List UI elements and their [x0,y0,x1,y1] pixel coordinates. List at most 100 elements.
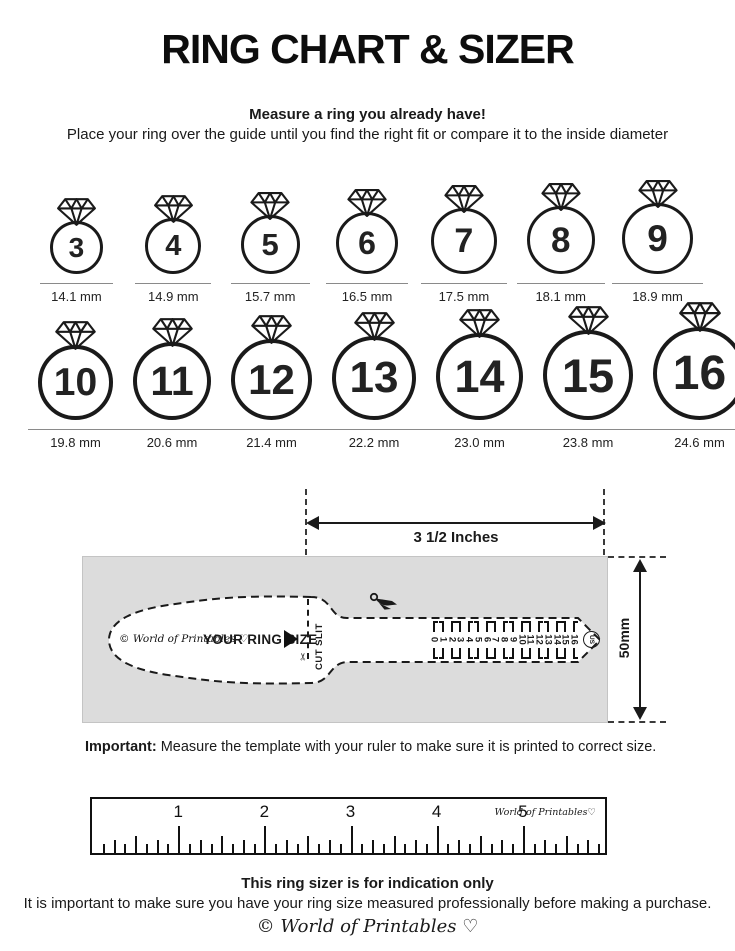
page-title: RING CHART & SIZER [161,26,575,72]
ruler-tick [285,840,288,853]
important-note: Important: Measure the template with you… [85,739,656,755]
ring-icon: 3 [49,174,103,274]
ruler-inch-number: 2 [259,802,270,821]
dimension-guide-line-bottom [608,721,666,723]
ruler-tick [135,836,138,853]
ring-icon: 5 [240,174,300,274]
gauge-tick-top [433,621,438,632]
diamond-icon [353,312,395,341]
ruler-tick [522,826,525,853]
ring-diameter-label: 14.1 mm [51,289,102,304]
ring-icon: 11 [133,298,211,420]
ring-icon: 13 [332,298,416,420]
footer-heading: This ring sizer is for indication only [241,875,494,892]
diamond-icon [151,318,193,347]
verification-ruler: World of Printables♡ 1 2 3 4 5 [90,797,607,855]
ring-icon: 14 [436,298,523,420]
ring-diameter-label: 23.8 mm [562,435,614,450]
ring-size-8: 8 18.1 mm [512,174,609,304]
ring-underline [322,429,426,430]
ruler-tick [425,844,428,853]
diamond-icon [251,315,292,344]
ring-icon: 6 [336,174,398,274]
ruler-tick [544,840,547,853]
cut-slit-line [307,599,309,659]
gauge-tick-top [526,621,532,632]
gauge-tick-bottom [543,648,549,659]
ring-underline [39,283,113,284]
dimension-guide-line-top [608,556,666,558]
ruler-tick [188,844,191,853]
ruler-tick [468,844,471,853]
gauge-tick-top [438,621,444,632]
gauge-tick-top [538,621,543,632]
ring-underline [420,283,507,284]
ruler-tick [242,840,245,853]
gauge-tick-top [508,621,514,632]
cut-slit-label: CUT SLIT [314,623,325,670]
ring-icon: 9 [622,174,694,274]
diamond-icon [347,189,387,217]
gauge-tick-top [485,621,491,632]
gauge-tick-top [561,621,567,632]
ring-underline [426,429,533,430]
ruler-tick [221,836,224,853]
important-note-bold: Important: [85,739,157,755]
ring-size-row-1: 3 14.1 mm 4 14.9 mm 5 15.7 mm 6 16.5 mm [28,174,706,304]
ring-diameter-label: 20.6 mm [146,435,198,450]
ring-size-14: 14 23.0 mm [426,298,533,450]
ring-size-number: 11 [150,357,194,404]
ruler-tick [479,836,482,853]
intro-heading: Measure a ring you already have! [249,106,486,123]
gauge-tick-top [456,621,462,632]
ring-size-number: 12 [248,355,295,403]
ruler-tick [361,844,364,853]
ruler-tick [565,836,568,853]
ring-size-16: 16 24.6 mm [643,298,735,450]
ruler-brand-text: World of Printables♡ [494,807,596,818]
ruler-tick [576,844,579,853]
scissors-icon [369,592,397,610]
ruler-tick [178,826,181,853]
ring-icon: 16 [653,298,735,420]
ruler-tick [490,844,493,853]
ruler-tick [350,826,353,853]
ring-size-number: 3 [68,231,85,263]
ruler-tick [307,836,310,853]
ring-icon: 12 [231,298,312,420]
ruler-tick [458,840,461,853]
ruler-tick [210,844,213,853]
paddle-brand-text: © World of Printables ♡ [119,633,249,645]
ring-size-number: 4 [165,229,182,262]
gauge-tick-bottom [456,648,462,659]
ring-underline [643,429,735,430]
gauge-tick-bottom [468,648,473,659]
ring-diameter-label: 22.2 mm [348,435,400,450]
ring-diameter-label: 19.8 mm [50,435,101,450]
ruler-tick [232,844,234,853]
ruler-tick [404,844,407,853]
ring-size-12: 12 21.4 mm [221,298,322,450]
ruler-inch-number: 1 [173,802,183,821]
ring-underline [533,429,643,430]
ruler-tick [328,840,331,853]
ruler-tick [156,840,159,853]
gauge-number: 16 [568,634,580,645]
ring-size-number: 5 [261,227,279,262]
ring-diameter-label: 18.1 mm [535,289,587,304]
height-dimension-arrow [632,559,648,720]
ruler-tick [124,844,127,853]
ring-underline [516,283,605,284]
scissors-icon: ✂ [298,652,310,661]
ring-size-number: 9 [647,218,668,259]
diamond-icon [541,183,581,211]
gauge-tick-top [491,621,497,632]
ring-icon: 15 [543,298,633,420]
ring-size-number: 10 [53,361,98,404]
gauge-tick-bottom [538,648,543,659]
ruler-tick [587,840,590,853]
important-note-text: Measure the template with your ruler to … [156,739,657,755]
ruler-tick [167,844,170,853]
ruler-tick [415,840,418,853]
